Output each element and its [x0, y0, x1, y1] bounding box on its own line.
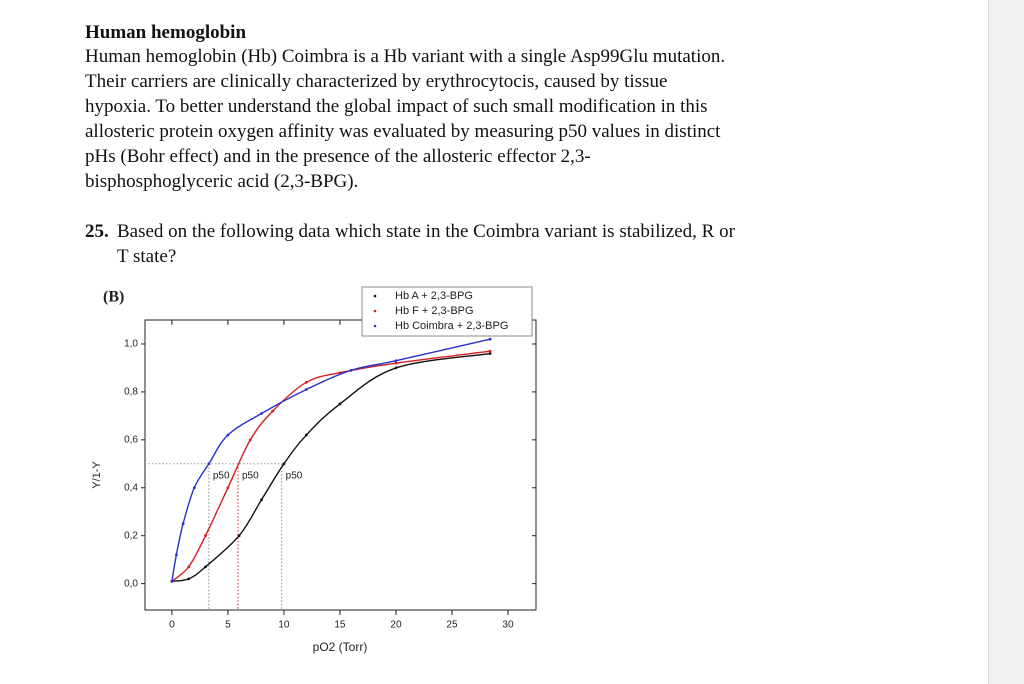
paragraph-line: hypoxia. To better understand the global…	[85, 96, 708, 117]
curve	[171, 350, 491, 582]
paragraph-line: bisphosphoglyceric acid (2,3-BPG).	[85, 171, 359, 192]
data-point	[304, 380, 308, 384]
data-point	[394, 359, 398, 363]
data-point	[226, 433, 230, 437]
data-point	[260, 412, 263, 415]
data-point	[304, 388, 308, 391]
y-tick-label: 0,2	[124, 530, 138, 541]
data-point	[488, 337, 492, 341]
question-line: Based on the following data which state …	[117, 221, 735, 242]
y-tick-label: 0,0	[124, 578, 138, 589]
legend-label: Hb Coimbra + 2,3-BPG	[395, 320, 508, 332]
x-tick-label: 5	[225, 620, 231, 631]
y-tick-label: 1,0	[124, 339, 138, 350]
question-number: 25.	[85, 221, 109, 242]
plot-frame	[144, 319, 537, 611]
x-tick-label: 20	[390, 620, 402, 631]
data-point	[304, 433, 308, 437]
y-tick-label: 0,4	[124, 482, 138, 493]
p50-label: p50	[286, 470, 303, 481]
legend-marker	[373, 294, 377, 298]
paragraph-line: Their carriers are clinically characteri…	[85, 71, 668, 92]
data-point	[207, 462, 211, 466]
data-point	[226, 486, 230, 490]
data-point	[192, 486, 196, 490]
chart: (B) pO2 (Torr) Y/1-Y 0 5 10 15 20 25 30 0,0 0,2 0,4 0…	[91, 286, 537, 654]
data-point	[394, 361, 398, 365]
data-point	[204, 565, 207, 569]
x-tick-label: 0	[169, 620, 175, 631]
y-tick-label: 0,8	[124, 387, 138, 398]
data-point	[338, 402, 342, 406]
paragraph-line: allosteric protein oxygen affinity was e…	[85, 121, 721, 142]
paragraph-line: pHs (Bohr effect) and in the presence of…	[85, 146, 591, 167]
p50-label: p50	[213, 470, 230, 481]
data-point	[349, 368, 353, 372]
doc-title: Human hemoglobin	[85, 22, 247, 43]
data-point	[271, 409, 275, 413]
data-point	[282, 462, 286, 466]
x-tick-label: 25	[446, 620, 458, 631]
x-tick-label: 15	[334, 620, 346, 631]
data-point	[394, 366, 398, 370]
y-tick-label: 0,6	[124, 434, 138, 445]
data-point	[187, 577, 191, 581]
data-point	[248, 438, 252, 442]
scrollbar[interactable]	[988, 0, 1024, 684]
data-point	[170, 579, 174, 583]
paragraph-line: Human hemoglobin (Hb) Coimbra is a Hb va…	[85, 46, 726, 67]
data-point	[174, 553, 178, 557]
data-point	[204, 534, 207, 538]
legend-box	[361, 286, 533, 337]
curve	[171, 352, 491, 582]
x-axis-label: pO2 (Torr)	[313, 640, 368, 654]
y-axis-label: Y/1-Y	[91, 461, 103, 489]
x-tick-label: 10	[278, 620, 290, 631]
data-point	[488, 352, 492, 355]
p50-label: p50	[242, 470, 259, 481]
data-point	[187, 565, 191, 569]
curve	[171, 338, 491, 582]
data-point	[488, 349, 492, 353]
legend-label: Hb F + 2,3-BPG	[395, 305, 474, 317]
data-point	[237, 534, 241, 538]
data-point	[181, 522, 185, 526]
panel-label: (B)	[103, 289, 124, 306]
legend-label: Hb A + 2,3-BPG	[395, 290, 473, 302]
legend-marker	[373, 309, 377, 313]
data-point	[260, 498, 263, 502]
question-line: T state?	[117, 246, 177, 267]
x-tick-label: 30	[502, 620, 514, 631]
legend-marker	[373, 324, 377, 328]
